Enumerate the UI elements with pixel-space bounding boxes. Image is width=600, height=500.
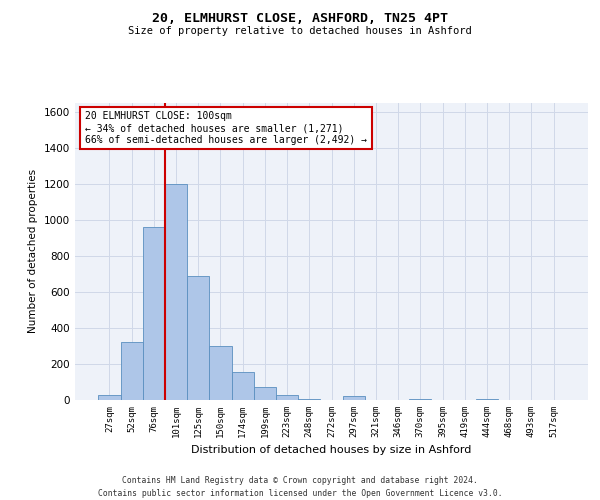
Text: 20 ELMHURST CLOSE: 100sqm
← 34% of detached houses are smaller (1,271)
66% of se: 20 ELMHURST CLOSE: 100sqm ← 34% of detac…: [85, 112, 367, 144]
Bar: [276, 396, 298, 400]
Bar: [343, 396, 365, 400]
Bar: [476, 399, 498, 400]
Bar: [121, 342, 143, 400]
Bar: [409, 399, 431, 400]
Bar: [187, 276, 209, 400]
Text: Contains HM Land Registry data © Crown copyright and database right 2024.
Contai: Contains HM Land Registry data © Crown c…: [98, 476, 502, 498]
Bar: [165, 184, 187, 400]
Bar: [232, 372, 254, 400]
Text: 20, ELMHURST CLOSE, ASHFORD, TN25 4PT: 20, ELMHURST CLOSE, ASHFORD, TN25 4PT: [152, 12, 448, 26]
Bar: [98, 394, 121, 400]
Bar: [143, 227, 165, 400]
Bar: [254, 388, 276, 400]
Bar: [298, 399, 320, 400]
X-axis label: Distribution of detached houses by size in Ashford: Distribution of detached houses by size …: [191, 446, 472, 456]
Bar: [209, 346, 232, 400]
Text: Size of property relative to detached houses in Ashford: Size of property relative to detached ho…: [128, 26, 472, 36]
Y-axis label: Number of detached properties: Number of detached properties: [28, 169, 38, 334]
